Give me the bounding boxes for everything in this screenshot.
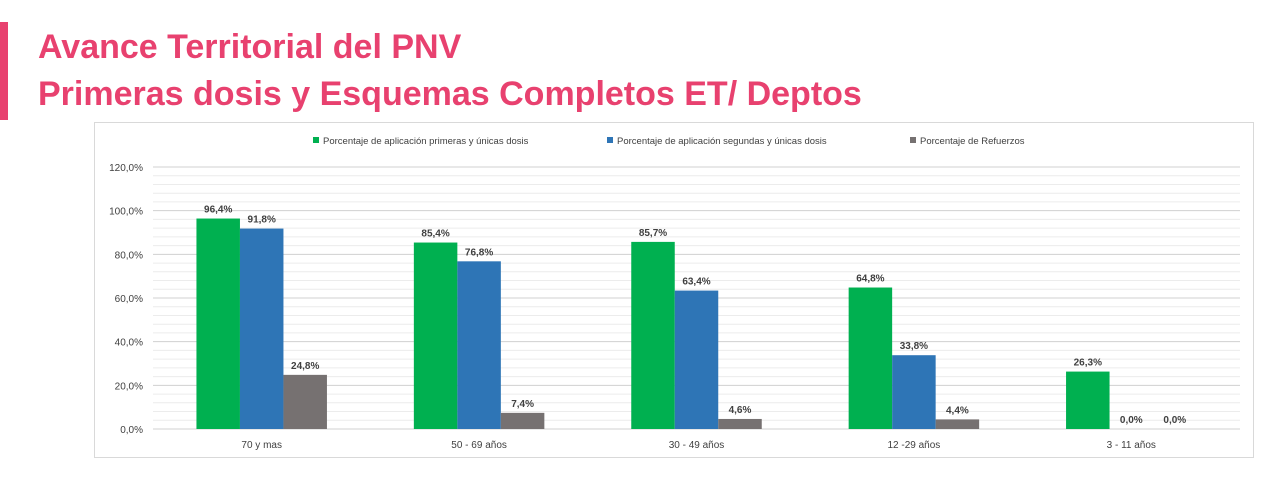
x-tick-label: 30 - 49 años	[669, 440, 725, 451]
bar	[848, 287, 893, 429]
data-label: 7,4%	[511, 399, 534, 410]
bar	[935, 419, 980, 429]
data-label: 91,8%	[248, 215, 276, 226]
legend-swatch	[313, 137, 319, 143]
page-title: Avance Territorial del PNV	[38, 28, 462, 66]
data-label: 33,8%	[900, 341, 928, 352]
y-axis-ticks: 0,0% 20,0% 40,0% 60,0% 80,0% 100,0% 120,0%	[109, 163, 143, 436]
data-label: 64,8%	[856, 274, 884, 285]
legend-swatch	[607, 137, 613, 143]
data-label: 4,4%	[946, 405, 969, 416]
bar	[500, 412, 545, 429]
bar	[196, 218, 240, 429]
chart-bars	[196, 218, 1110, 429]
bar	[413, 242, 458, 429]
data-label: 26,3%	[1074, 358, 1102, 369]
data-label: 85,4%	[421, 229, 449, 240]
data-label: 4,6%	[729, 405, 752, 416]
data-label: 24,8%	[291, 361, 319, 372]
bar-chart: Porcentaje de aplicación primeras y únic…	[109, 136, 1240, 451]
accent-bar	[0, 22, 8, 120]
bar	[674, 290, 719, 429]
legend-label: Porcentaje de aplicación primeras y únic…	[323, 136, 529, 147]
x-tick-label: 12 -29 años	[887, 440, 940, 451]
bar	[283, 374, 327, 429]
y-tick-label: 20,0%	[115, 381, 143, 392]
x-tick-label: 50 - 69 años	[451, 440, 507, 451]
data-label: 63,4%	[682, 277, 710, 288]
bar	[457, 261, 501, 429]
data-label: 0,0%	[1163, 415, 1186, 426]
data-label: 96,4%	[204, 205, 232, 216]
bar	[631, 241, 675, 429]
y-tick-label: 0,0%	[120, 425, 143, 436]
x-tick-label: 3 - 11 años	[1107, 440, 1156, 451]
chart-legend: Porcentaje de aplicación primeras y únic…	[313, 136, 1025, 147]
y-tick-label: 100,0%	[109, 207, 143, 218]
legend-label: Porcentaje de aplicación segundas y únic…	[617, 136, 827, 147]
bar	[892, 355, 936, 429]
bar	[1066, 371, 1110, 429]
x-tick-label: 70 y mas	[241, 440, 282, 451]
data-labels: 96,4% 91,8% 24,8% 85,4% 76,8% 7,4% 85,7% 63,4% 4…	[204, 205, 1186, 426]
data-label: 85,7%	[639, 228, 667, 239]
y-tick-label: 80,0%	[115, 250, 143, 261]
chart-frame: Porcentaje de aplicación primeras y únic…	[94, 122, 1254, 458]
x-axis-ticks: 70 y mas 50 - 69 años 30 - 49 años 12 -29 a…	[241, 440, 1156, 451]
bar	[718, 418, 762, 429]
legend-label: Porcentaje de Refuerzos	[920, 136, 1025, 147]
page-subtitle: Primeras dosis y Esquemas Completos ET/ …	[38, 75, 862, 113]
bar	[239, 228, 284, 429]
data-label: 76,8%	[465, 247, 493, 258]
data-label: 0,0%	[1120, 415, 1143, 426]
y-tick-label: 60,0%	[115, 294, 143, 305]
legend-swatch	[910, 137, 916, 143]
y-tick-label: 120,0%	[109, 163, 143, 174]
y-tick-label: 40,0%	[115, 338, 143, 349]
